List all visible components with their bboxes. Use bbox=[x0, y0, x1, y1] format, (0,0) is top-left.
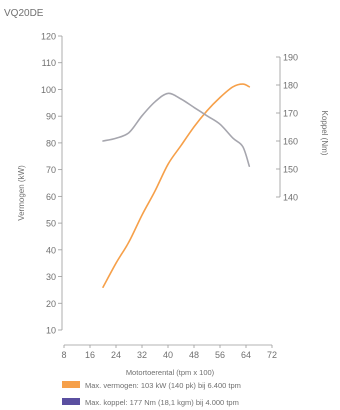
y-right-tick-label: 190 bbox=[283, 53, 298, 63]
x-tick-label: 56 bbox=[215, 350, 225, 360]
y-left-tick-label: 80 bbox=[46, 138, 56, 148]
y-left-tick-label: 30 bbox=[46, 272, 56, 282]
y-left-tick-label: 40 bbox=[46, 245, 56, 255]
chart-legend: Max. vermogen: 103 kW (140 pk) bij 6.400… bbox=[62, 381, 241, 407]
chart-series bbox=[102, 83, 251, 288]
y-right-tick-label: 180 bbox=[283, 81, 298, 91]
x-tick-label: 8 bbox=[61, 350, 66, 360]
y-right-tick-label: 170 bbox=[283, 109, 298, 119]
torque-series-line bbox=[102, 92, 251, 167]
y-axis-right-label: Koppel (Nm) bbox=[320, 111, 329, 156]
y-right-tick-label: 140 bbox=[283, 193, 298, 203]
y-right-tick-label: 150 bbox=[283, 165, 298, 175]
x-axis-label: Motortoerental (tpm x 100) bbox=[126, 368, 215, 377]
x-tick-label: 16 bbox=[85, 350, 95, 360]
x-tick-label: 40 bbox=[163, 350, 173, 360]
x-tick-label: 32 bbox=[137, 350, 147, 360]
y-left-tick-label: 120 bbox=[41, 32, 56, 42]
legend-label: Max. vermogen: 103 kW (140 pk) bij 6.400… bbox=[85, 381, 241, 390]
legend-label: Max. koppel: 177 Nm (18,1 kgm) bij 4.000… bbox=[85, 398, 239, 407]
x-tick-label: 64 bbox=[241, 350, 251, 360]
x-tick-label: 24 bbox=[111, 350, 121, 360]
y-left-tick-label: 70 bbox=[46, 165, 56, 175]
y-left-tick-label: 50 bbox=[46, 219, 56, 229]
x-tick-label: 48 bbox=[189, 350, 199, 360]
y-left-tick-label: 100 bbox=[41, 85, 56, 95]
y-left-tick-label: 110 bbox=[42, 58, 56, 68]
chart-axes: 10 20 30 40 50 60 70 80 90 100 110 120 140 150 160 170 1… bbox=[41, 32, 298, 361]
x-tick-label: 72 bbox=[267, 350, 277, 360]
y-right-tick-label: 160 bbox=[283, 137, 298, 147]
y-left-tick-label: 10 bbox=[46, 326, 56, 336]
legend-swatch bbox=[62, 398, 80, 405]
y-left-tick-label: 60 bbox=[46, 192, 56, 202]
power-series-line bbox=[102, 83, 251, 288]
y-left-tick-label: 20 bbox=[46, 299, 56, 309]
y-axis-left-label: Vermogen (kW) bbox=[17, 165, 26, 221]
y-left-tick-label: 90 bbox=[46, 112, 56, 122]
legend-swatch bbox=[62, 381, 80, 388]
chart-title: VQ20DE bbox=[4, 8, 44, 19]
